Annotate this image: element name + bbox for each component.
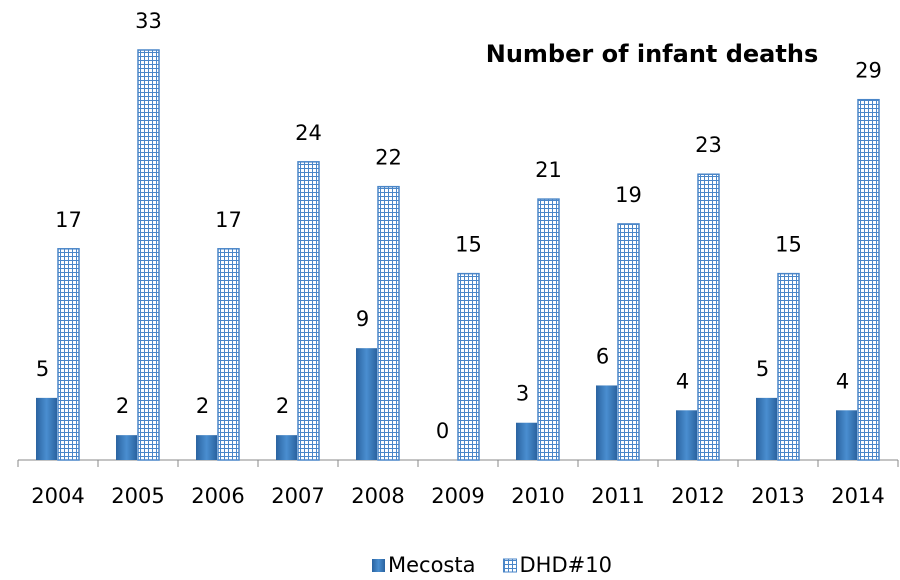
bar bbox=[57, 248, 80, 461]
data-label: 24 bbox=[295, 121, 322, 145]
bar bbox=[217, 248, 240, 461]
data-label: 23 bbox=[695, 133, 722, 157]
data-label: 4 bbox=[836, 369, 849, 393]
bar bbox=[516, 422, 537, 460]
bar bbox=[617, 223, 640, 461]
bar bbox=[457, 272, 480, 461]
legend-swatch bbox=[502, 558, 517, 573]
legend-label: DHD#10 bbox=[519, 553, 611, 577]
x-tick-label: 2007 bbox=[271, 484, 324, 508]
bar bbox=[777, 272, 800, 461]
data-label: 3 bbox=[516, 382, 529, 406]
data-label: 9 bbox=[356, 307, 369, 331]
data-label: 6 bbox=[596, 344, 609, 368]
x-tick-label: 2012 bbox=[671, 484, 724, 508]
data-label: 2 bbox=[276, 394, 289, 418]
data-label: 2 bbox=[196, 394, 209, 418]
x-tick-label: 2011 bbox=[591, 484, 644, 508]
bar bbox=[697, 173, 720, 461]
x-tick-label: 2010 bbox=[511, 484, 564, 508]
bar bbox=[276, 435, 297, 460]
bar bbox=[377, 185, 400, 461]
bar bbox=[196, 435, 217, 460]
data-label: 29 bbox=[855, 59, 882, 83]
bar bbox=[36, 397, 57, 460]
bar bbox=[756, 397, 777, 460]
data-label: 2 bbox=[116, 394, 129, 418]
data-label: 0 bbox=[436, 419, 449, 443]
bar bbox=[356, 348, 377, 460]
data-label: 15 bbox=[455, 233, 482, 257]
data-label: 17 bbox=[215, 208, 242, 232]
bar bbox=[297, 161, 320, 461]
data-label: 15 bbox=[775, 233, 802, 257]
x-tick-label: 2004 bbox=[31, 484, 84, 508]
legend-label: Mecosta bbox=[388, 553, 475, 577]
data-label: 22 bbox=[375, 146, 402, 170]
bar bbox=[857, 98, 880, 461]
bar bbox=[836, 410, 857, 460]
bar bbox=[116, 435, 137, 460]
bar bbox=[676, 410, 697, 460]
x-tick-label: 2014 bbox=[831, 484, 884, 508]
data-label: 5 bbox=[36, 357, 49, 381]
bar bbox=[137, 49, 160, 461]
x-tick-label: 2008 bbox=[351, 484, 404, 508]
x-tick-label: 2013 bbox=[751, 484, 804, 508]
x-tick-label: 2006 bbox=[191, 484, 244, 508]
data-label: 33 bbox=[135, 9, 162, 33]
chart-title: Number of infant deaths bbox=[486, 40, 818, 68]
x-tick-label: 2009 bbox=[431, 484, 484, 508]
data-label: 19 bbox=[615, 183, 642, 207]
bar bbox=[537, 198, 560, 461]
data-label: 4 bbox=[676, 369, 689, 393]
legend-swatch bbox=[372, 559, 385, 572]
data-label: 17 bbox=[55, 208, 82, 232]
data-label: 21 bbox=[535, 158, 562, 182]
bar bbox=[596, 385, 617, 460]
data-label: 5 bbox=[756, 357, 769, 381]
x-tick-label: 2005 bbox=[111, 484, 164, 508]
